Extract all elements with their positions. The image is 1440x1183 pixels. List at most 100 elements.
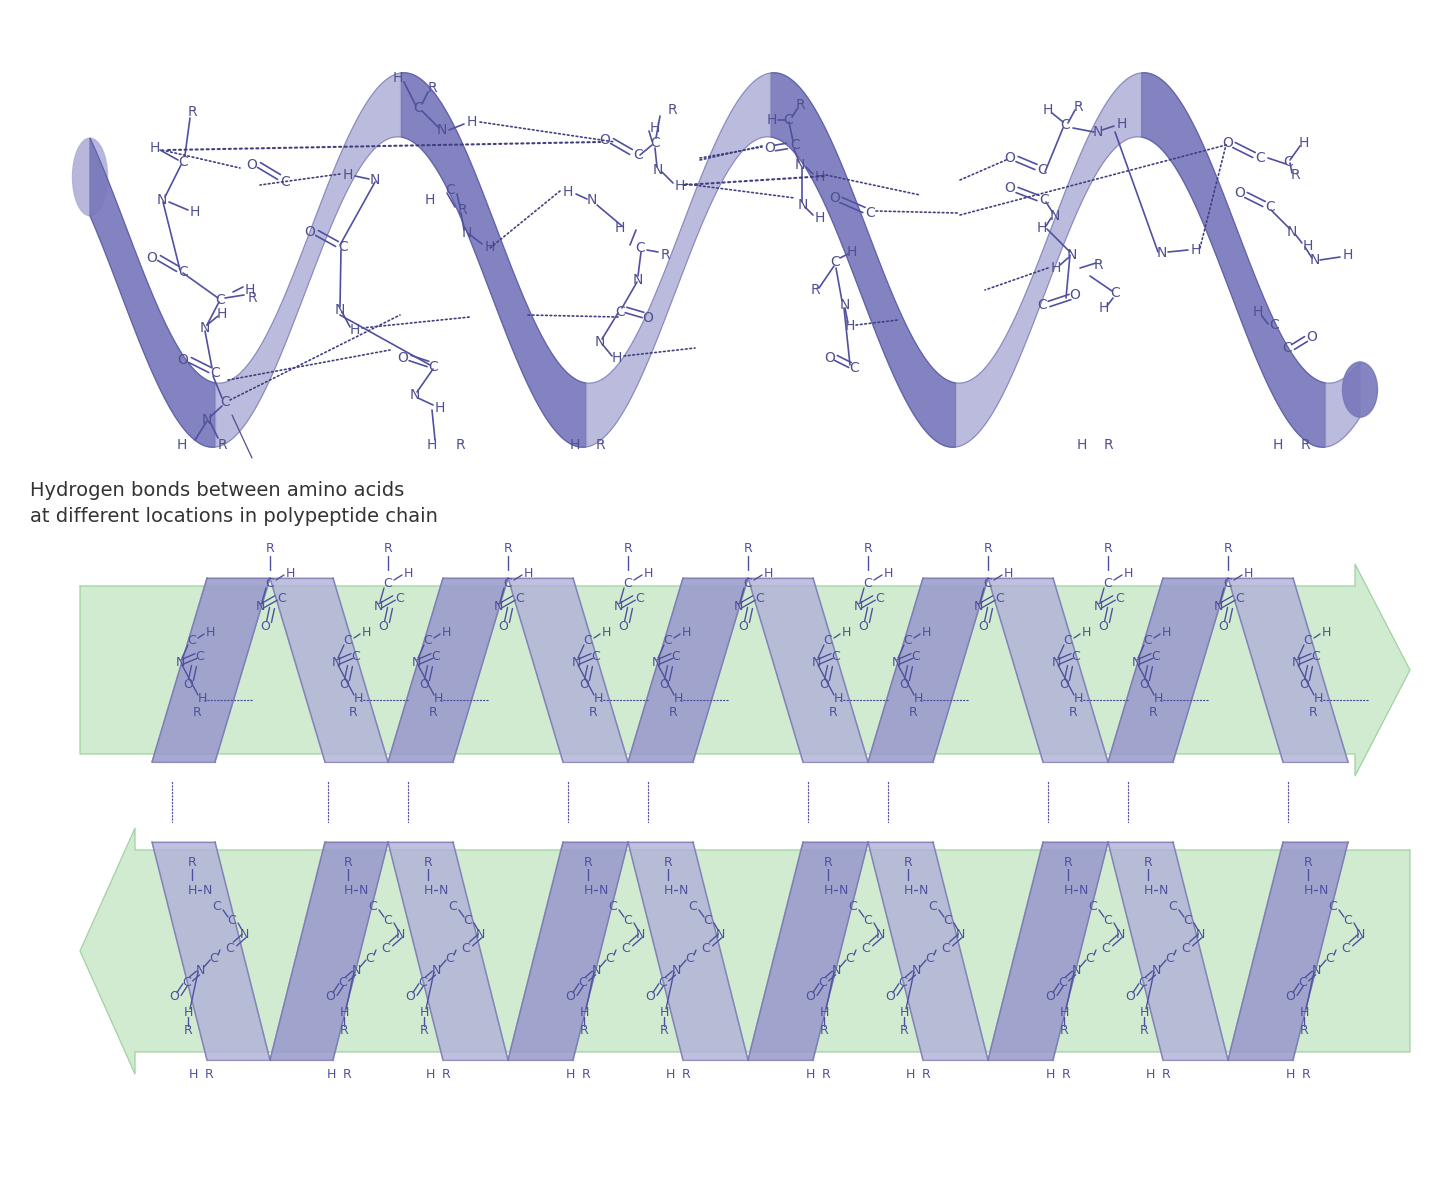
Text: H: H <box>1153 692 1162 705</box>
Text: N: N <box>396 927 405 940</box>
Polygon shape <box>1228 842 1348 1060</box>
Text: H: H <box>285 567 295 580</box>
Text: N: N <box>373 600 383 613</box>
Text: C: C <box>338 976 347 989</box>
Text: H: H <box>177 438 187 452</box>
Text: C: C <box>1139 976 1148 989</box>
Text: N: N <box>854 600 863 613</box>
Text: H: H <box>664 884 672 897</box>
Text: R: R <box>624 542 632 555</box>
Text: N: N <box>678 884 688 897</box>
Polygon shape <box>1228 578 1348 762</box>
Text: R: R <box>442 1068 451 1081</box>
Text: N: N <box>798 198 808 212</box>
Text: H: H <box>419 1006 429 1019</box>
Text: C: C <box>1152 649 1161 662</box>
Text: C: C <box>1102 942 1110 955</box>
Text: Hydrogen bonds between amino acids: Hydrogen bonds between amino acids <box>30 480 405 499</box>
Text: O: O <box>1058 678 1068 691</box>
Text: N: N <box>572 655 580 668</box>
Text: R: R <box>1300 1023 1309 1036</box>
Text: N: N <box>462 226 472 240</box>
Text: H: H <box>1303 239 1313 253</box>
Polygon shape <box>508 842 628 1060</box>
Text: C: C <box>1299 976 1308 989</box>
Text: C: C <box>344 634 353 646</box>
Text: N: N <box>955 927 965 940</box>
Text: C: C <box>615 305 625 319</box>
Text: H: H <box>675 179 685 193</box>
Text: C: C <box>635 241 645 256</box>
Text: N: N <box>912 963 920 976</box>
Text: H: H <box>1299 1006 1309 1019</box>
Text: R: R <box>900 1023 909 1036</box>
Text: N: N <box>1158 884 1168 897</box>
Text: N: N <box>1152 963 1161 976</box>
Text: H: H <box>350 323 360 337</box>
Text: R: R <box>1290 168 1300 182</box>
Text: C: C <box>929 900 937 913</box>
Polygon shape <box>387 578 508 762</box>
Text: C: C <box>1282 341 1292 355</box>
Text: O: O <box>379 620 387 633</box>
Text: N: N <box>1093 600 1103 613</box>
Text: C: C <box>876 592 884 605</box>
Text: C: C <box>829 256 840 269</box>
Text: C: C <box>215 293 225 308</box>
Text: N: N <box>891 655 900 668</box>
Text: C: C <box>1344 913 1352 926</box>
Polygon shape <box>956 73 1140 447</box>
Text: N: N <box>973 600 982 613</box>
Text: C: C <box>187 634 196 646</box>
Text: R: R <box>343 1068 351 1081</box>
Text: C: C <box>832 649 841 662</box>
Text: H: H <box>1286 1068 1295 1081</box>
Text: H: H <box>824 884 832 897</box>
Text: O: O <box>978 620 988 633</box>
Text: H: H <box>327 1068 336 1081</box>
Text: H: H <box>1037 221 1047 235</box>
Text: C: C <box>369 900 377 913</box>
Text: C: C <box>1312 649 1320 662</box>
Polygon shape <box>271 842 387 1060</box>
Text: at different locations in polypeptide chain: at different locations in polypeptide ch… <box>30 506 438 525</box>
Text: C: C <box>179 155 187 169</box>
Text: R: R <box>429 705 438 718</box>
Text: H: H <box>1143 884 1152 897</box>
Text: N: N <box>475 927 485 940</box>
Text: H: H <box>1191 243 1201 257</box>
Text: R: R <box>383 542 392 555</box>
Text: C: C <box>664 634 672 646</box>
Text: H: H <box>423 884 432 897</box>
Text: O: O <box>338 678 348 691</box>
Text: C: C <box>278 592 287 605</box>
Text: H: H <box>353 692 363 705</box>
Text: C: C <box>1058 976 1067 989</box>
Text: H: H <box>183 1006 193 1019</box>
Polygon shape <box>81 828 1410 1074</box>
Text: N: N <box>1292 655 1300 668</box>
Text: O: O <box>183 678 193 691</box>
Text: R: R <box>1303 855 1312 868</box>
Text: O: O <box>419 678 429 691</box>
Text: C: C <box>904 634 913 646</box>
Text: C: C <box>1326 951 1335 964</box>
Text: C: C <box>756 592 765 605</box>
Text: R: R <box>822 1068 831 1081</box>
Text: H: H <box>1073 692 1083 705</box>
Text: R: R <box>664 855 672 868</box>
Text: O: O <box>1306 330 1318 344</box>
Text: R: R <box>187 855 196 868</box>
Text: C: C <box>704 913 713 926</box>
Text: O: O <box>1099 620 1107 633</box>
Text: R: R <box>1300 438 1310 452</box>
Text: N: N <box>831 963 841 976</box>
Text: C: C <box>899 976 907 989</box>
Text: H: H <box>1123 567 1133 580</box>
Text: C: C <box>226 942 235 955</box>
Text: R: R <box>193 705 202 718</box>
Text: C: C <box>1224 576 1233 589</box>
Text: R: R <box>864 542 873 555</box>
Text: C: C <box>383 913 392 926</box>
Text: H: H <box>579 1006 589 1019</box>
